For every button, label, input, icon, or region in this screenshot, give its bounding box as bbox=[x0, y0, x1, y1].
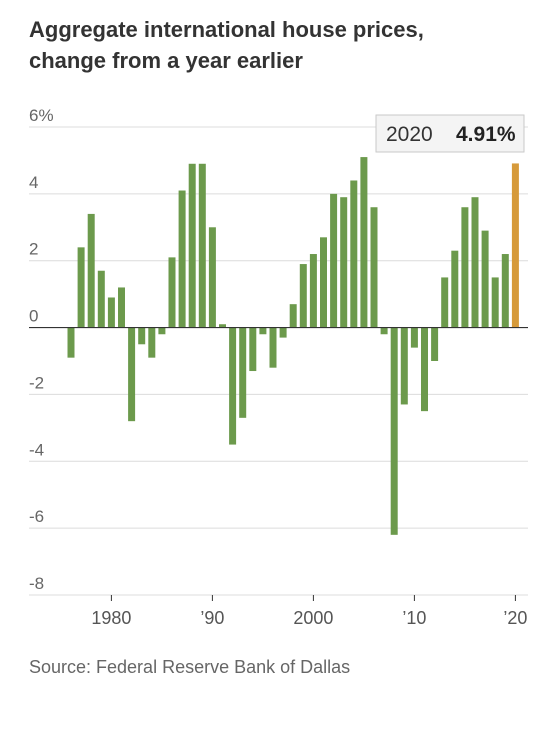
bar bbox=[249, 327, 257, 372]
bar bbox=[269, 327, 277, 368]
bar bbox=[309, 254, 317, 328]
x-tick-label: ’90 bbox=[200, 608, 224, 628]
y-tick-label: 0 bbox=[29, 307, 38, 326]
bar bbox=[330, 193, 338, 328]
annotation-box bbox=[375, 114, 525, 153]
bar bbox=[198, 163, 206, 328]
bar bbox=[178, 190, 186, 328]
y-tick-label: 4 bbox=[29, 173, 38, 192]
bar bbox=[390, 327, 398, 535]
y-tick-label: -8 bbox=[29, 574, 44, 593]
annotation-year: 2020 bbox=[386, 123, 433, 146]
bar bbox=[138, 327, 146, 345]
bar bbox=[118, 287, 125, 328]
bar bbox=[441, 277, 449, 328]
bar bbox=[107, 297, 115, 328]
bar bbox=[461, 207, 469, 328]
bar bbox=[259, 327, 267, 335]
bar bbox=[421, 327, 428, 412]
annotation-value: 4.91% bbox=[456, 123, 516, 146]
bar bbox=[229, 327, 237, 445]
bar bbox=[168, 257, 176, 328]
bar bbox=[370, 207, 378, 328]
y-tick-label: -2 bbox=[29, 373, 44, 392]
bar bbox=[128, 327, 136, 422]
bar bbox=[77, 247, 85, 328]
bar bbox=[320, 237, 327, 328]
x-tick-label: ’10 bbox=[402, 608, 426, 628]
x-tick-label: 1980 bbox=[91, 608, 131, 628]
bar bbox=[340, 197, 348, 328]
x-tick-label: 2000 bbox=[293, 608, 333, 628]
bar bbox=[219, 324, 226, 328]
bar bbox=[471, 197, 479, 328]
bar bbox=[279, 327, 287, 338]
bar bbox=[451, 250, 459, 328]
bar bbox=[158, 327, 166, 335]
bar bbox=[239, 327, 247, 418]
bar bbox=[491, 277, 499, 328]
chart-title-line-1: Aggregate international house prices, bbox=[29, 17, 424, 42]
x-tick-label: ’20 bbox=[503, 608, 527, 628]
bar bbox=[289, 304, 297, 328]
bar bbox=[350, 180, 358, 328]
bar bbox=[360, 157, 368, 328]
bar bbox=[481, 230, 489, 328]
bar bbox=[148, 327, 156, 358]
bar bbox=[97, 270, 105, 328]
bar bbox=[87, 213, 95, 328]
y-tick-label: -6 bbox=[29, 507, 44, 526]
bar bbox=[380, 327, 388, 335]
bar bbox=[188, 163, 196, 328]
bar bbox=[410, 327, 418, 348]
source-note: Source: Federal Reserve Bank of Dallas bbox=[29, 657, 351, 677]
y-tick-label: 2 bbox=[29, 240, 38, 259]
bar-chart: 6% 4 2 0 -2 -4 -6 -8 1980 ’90 2000 ’10 ’20 2020 4.91% bbox=[29, 106, 528, 628]
bar bbox=[67, 327, 75, 358]
bar bbox=[431, 327, 439, 361]
chart-title-line-2: change from a year earlier bbox=[29, 48, 303, 73]
bar bbox=[299, 264, 307, 328]
chart-title: Aggregate international house prices, ch… bbox=[29, 14, 509, 76]
bar bbox=[400, 327, 408, 405]
bar bbox=[511, 163, 519, 328]
y-tick-label: 6% bbox=[29, 106, 54, 125]
y-tick-label: -4 bbox=[29, 440, 44, 459]
bar bbox=[501, 254, 509, 328]
bar bbox=[208, 227, 216, 328]
